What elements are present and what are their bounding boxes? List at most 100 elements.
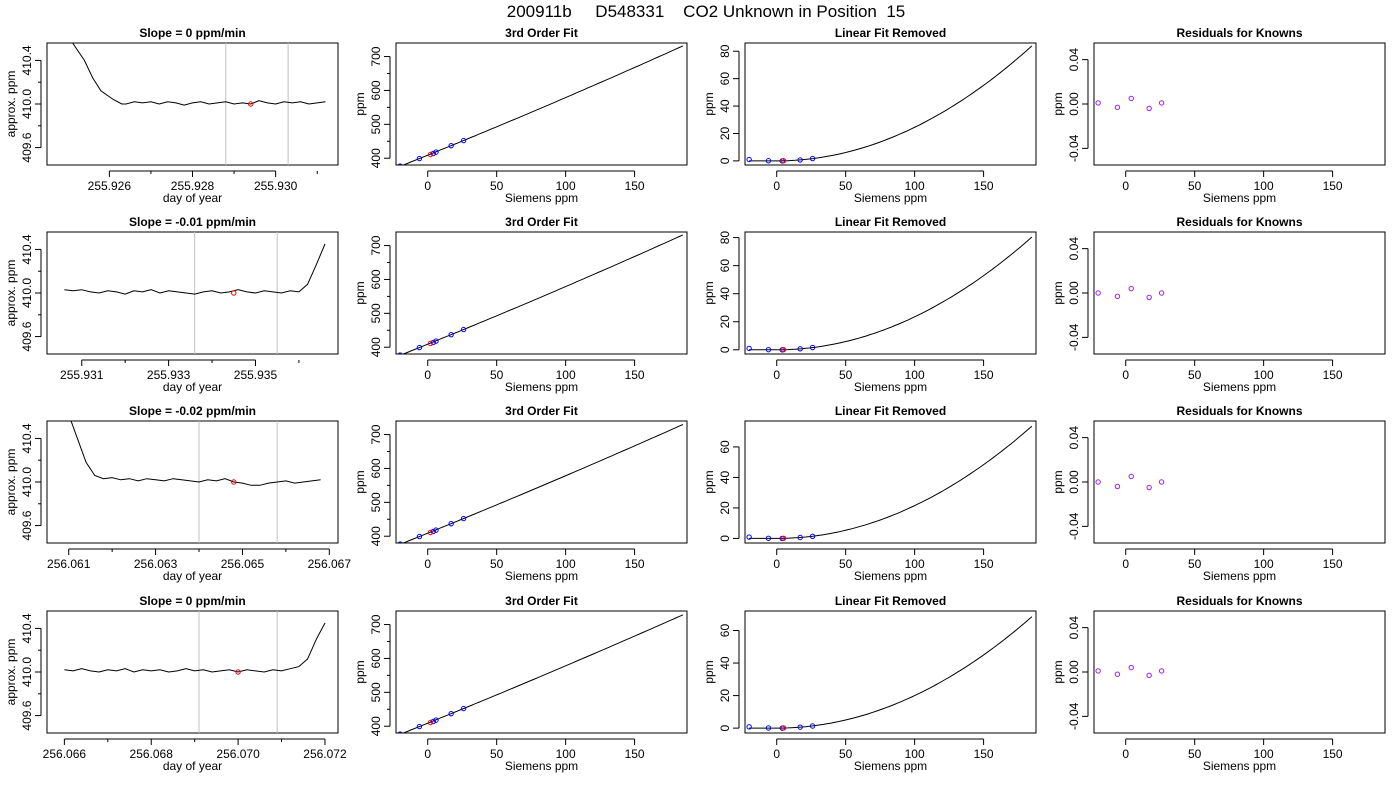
panel-title: Slope = -0.01 ppm/min (129, 215, 256, 229)
known-point (433, 527, 439, 533)
sample-marker (231, 290, 237, 296)
residual-point (1128, 285, 1134, 292)
x-tick-label: 255.933 (147, 368, 191, 382)
y-tick-label: 409.6 (20, 321, 34, 351)
x-tick-label: 0 (1122, 557, 1129, 571)
plot-area (746, 616, 1033, 731)
plot-area (72, 43, 326, 165)
plot-box (1093, 231, 1386, 355)
panel-fit-row2: 3rd Order Fit 0 50 100 150 Siemens ppm 400 500 6… (353, 215, 688, 394)
panel-linear_removed-row1: Linear Fit Removed 0 50 100 150 Siemens ppm 0 2… (702, 26, 1037, 205)
y-axis-label: ppm (702, 281, 716, 304)
y-tick-label: 600 (369, 269, 383, 289)
y-tick-label: 0.00 (1067, 281, 1081, 305)
plot-box (1093, 420, 1386, 544)
residual-point (1095, 100, 1101, 106)
y-axis-label: ppm (353, 660, 367, 683)
panel-title: Residuals for Knowns (1176, 594, 1302, 608)
x-tick-label: 100 (1254, 368, 1274, 382)
y-tick-label: 0 (718, 346, 732, 353)
known-point (460, 515, 467, 522)
plot-box (744, 610, 1037, 734)
sample-marker (235, 669, 241, 675)
unknown-point (427, 719, 434, 726)
x-tick-label: 100 (556, 557, 576, 571)
x-tick-label: 50 (490, 747, 504, 761)
known-point (430, 150, 436, 157)
panel-title: Residuals for Knowns (1176, 26, 1302, 40)
panel-timeseries-row4: Slope = 0 ppm/min 256.066 256.068 256.070 25… (4, 594, 347, 773)
known-point (765, 725, 772, 731)
unknown-point (427, 529, 434, 536)
x-tick-label: 100 (1254, 747, 1274, 761)
x-tick-label: 50 (490, 368, 504, 382)
residual-point (1128, 95, 1134, 102)
y-tick-label: 500 (369, 682, 383, 702)
y-tick-label: 500 (369, 114, 383, 134)
residual-point (1114, 671, 1121, 677)
x-tick-label: 100 (905, 368, 925, 382)
panel-linear_removed-row3: Linear Fit Removed 0 50 100 150 Siemens ppm 0 2… (702, 404, 1037, 583)
known-point (448, 710, 454, 717)
unknown-point (427, 151, 434, 158)
x-axis-label: day of year (163, 759, 222, 773)
known-point (433, 717, 439, 723)
panel-title: Linear Fit Removed (835, 26, 946, 40)
y-tick-label: 700 (369, 424, 383, 444)
panel-title: Slope = -0.02 ppm/min (129, 404, 256, 418)
panel-residuals-row4: Residuals for Knowns 0 50 100 150 Siemens ppm… (1051, 594, 1386, 773)
plot-area (1095, 473, 1165, 491)
y-tick-label: 40 (718, 470, 732, 484)
x-tick-label: 0 (1122, 368, 1129, 382)
plot-box (744, 231, 1037, 355)
x-tick-label: 0 (773, 368, 780, 382)
y-tick-label: 409.6 (20, 510, 34, 540)
y-tick-label: 700 (369, 614, 383, 634)
y-tick-label: 409.6 (20, 700, 34, 730)
known-point (448, 142, 454, 149)
x-axis-label: Siemens ppm (1203, 759, 1276, 773)
y-tick-label: 409.6 (20, 132, 34, 162)
x-tick-label: 150 (1323, 747, 1343, 761)
y-tick-label: 500 (369, 303, 383, 323)
y-tick-label: 410.4 (20, 45, 34, 75)
known-point (430, 339, 436, 346)
x-tick-label: 0 (424, 557, 431, 571)
known-point (809, 344, 816, 351)
x-tick-label: 255.931 (60, 368, 104, 382)
y-axis-label: ppm (1051, 281, 1065, 304)
x-axis-label: day of year (163, 569, 222, 583)
y-tick-label: 410.0 (20, 467, 34, 497)
residual-point (1146, 672, 1152, 679)
y-tick-label: 400 (369, 526, 383, 546)
known-point (397, 352, 403, 354)
residual-point (1158, 290, 1165, 296)
x-tick-label: 0 (1122, 747, 1129, 761)
panel-title: Linear Fit Removed (835, 404, 946, 418)
x-tick-label: 150 (625, 368, 645, 382)
panel-residuals-row1: Residuals for Knowns 0 50 100 150 Siemens ppm… (1051, 26, 1386, 205)
known-point (448, 520, 454, 527)
known-point (765, 158, 772, 164)
y-tick-label: 20 (718, 501, 732, 515)
panel-timeseries-row3: Slope = -0.02 ppm/min 256.061 256.063 256.0… (4, 404, 351, 583)
y-axis-label: ppm (1051, 660, 1065, 683)
panel-fit-row1: 3rd Order Fit 0 50 100 150 Siemens ppm 400 500 6… (353, 26, 688, 205)
panel-residuals-row2: Residuals for Knowns 0 50 100 150 Siemens ppm… (1051, 215, 1386, 394)
y-tick-label: 60 (718, 624, 732, 638)
fit-curve (402, 234, 684, 354)
y-axis-label: approx. ppm (4, 260, 18, 327)
plot-box (46, 420, 339, 544)
x-tick-label: 50 (490, 179, 504, 193)
x-axis-label: day of year (163, 380, 222, 394)
known-point (460, 137, 467, 144)
plot-area (64, 611, 326, 733)
panel-title: 3rd Order Fit (505, 404, 578, 418)
known-point (433, 338, 439, 344)
plot-area (70, 421, 321, 543)
fit-curve (749, 425, 1033, 539)
known-point (765, 535, 772, 541)
panel-title: Residuals for Knowns (1176, 215, 1302, 229)
panel-title: Slope = 0 ppm/min (139, 594, 245, 608)
known-point (397, 163, 403, 165)
